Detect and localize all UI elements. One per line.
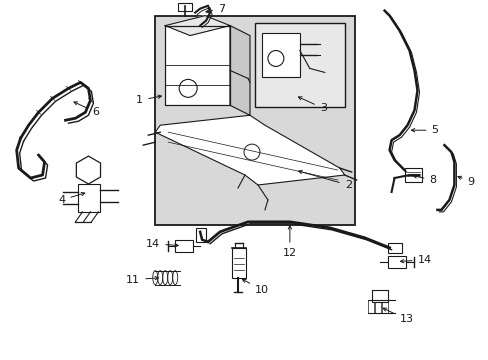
Text: 12: 12 [282,226,296,258]
Bar [196,228,205,242]
Text: 13: 13 [382,308,413,324]
Bar [262,32,299,77]
Bar [78,184,100,212]
Bar [374,300,380,314]
Text: 4: 4 [58,193,84,205]
Circle shape [267,50,284,67]
Text: 1: 1 [136,95,161,105]
Circle shape [179,80,197,97]
Text: 8: 8 [412,175,436,185]
Text: 14: 14 [146,239,178,249]
Circle shape [244,144,260,160]
Bar [387,256,405,268]
Bar [387,243,401,253]
Text: 10: 10 [242,279,268,294]
Text: 2: 2 [298,170,351,190]
Polygon shape [165,15,229,36]
Text: 9: 9 [457,176,473,187]
Text: 5: 5 [410,125,438,135]
Text: 3: 3 [298,97,326,113]
Bar [367,300,373,314]
Polygon shape [155,115,344,185]
Text: 6: 6 [74,102,99,117]
Bar [254,23,344,107]
Polygon shape [165,26,229,105]
Text: 11: 11 [126,275,158,285]
Bar [381,300,387,314]
Text: 7: 7 [205,4,225,14]
Bar [232,248,245,278]
Bar [155,15,354,225]
Bar [404,168,422,182]
Polygon shape [229,26,249,115]
Text: 14: 14 [400,255,431,265]
Polygon shape [76,156,101,184]
Bar [178,3,192,11]
Bar [175,240,193,252]
Bar [371,289,387,302]
